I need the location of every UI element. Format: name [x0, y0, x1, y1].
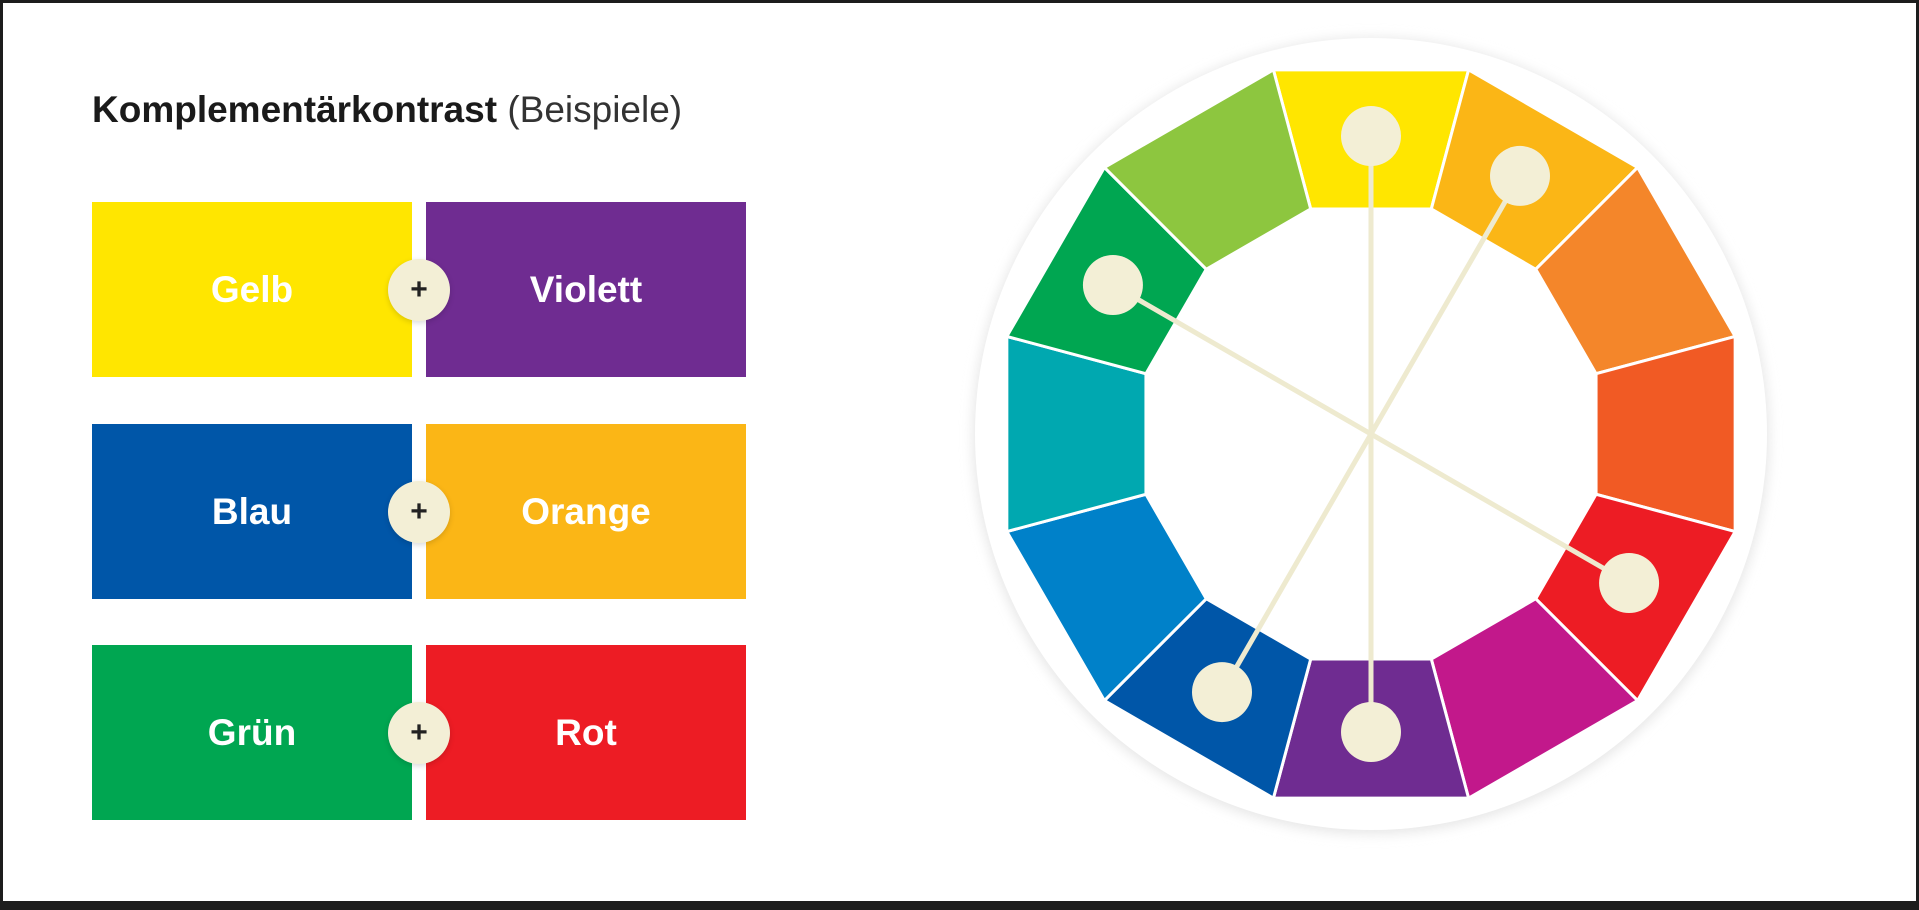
- color-swatch: Violett: [426, 202, 746, 377]
- connector-line: [1111, 282, 1631, 586]
- color-wheel: [973, 38, 1769, 834]
- plus-badge: +: [388, 702, 450, 764]
- canvas: Komplementärkontrast (Beispiele) Gelb Vio…: [3, 3, 1916, 901]
- color-swatch: Orange: [426, 424, 746, 599]
- color-swatch: Gelb: [92, 202, 412, 377]
- connector-dot: [1599, 553, 1660, 613]
- connector-dot: [1192, 662, 1252, 723]
- title: Komplementärkontrast: [92, 89, 498, 130]
- color-swatch: Grün: [92, 645, 412, 820]
- connector-dot: [1490, 145, 1550, 206]
- heading: Komplementärkontrast (Beispiele): [92, 89, 682, 131]
- subtitle: (Beispiele): [507, 89, 683, 130]
- connector-dot: [1341, 106, 1401, 166]
- color-swatch: Blau: [92, 424, 412, 599]
- plus-badge: +: [388, 481, 450, 543]
- wheel-segment: [1101, 67, 1313, 272]
- color-swatch: Rot: [426, 645, 746, 820]
- connector-dot: [1341, 702, 1401, 762]
- connector-dot: [1082, 255, 1143, 315]
- plus-badge: +: [388, 259, 450, 321]
